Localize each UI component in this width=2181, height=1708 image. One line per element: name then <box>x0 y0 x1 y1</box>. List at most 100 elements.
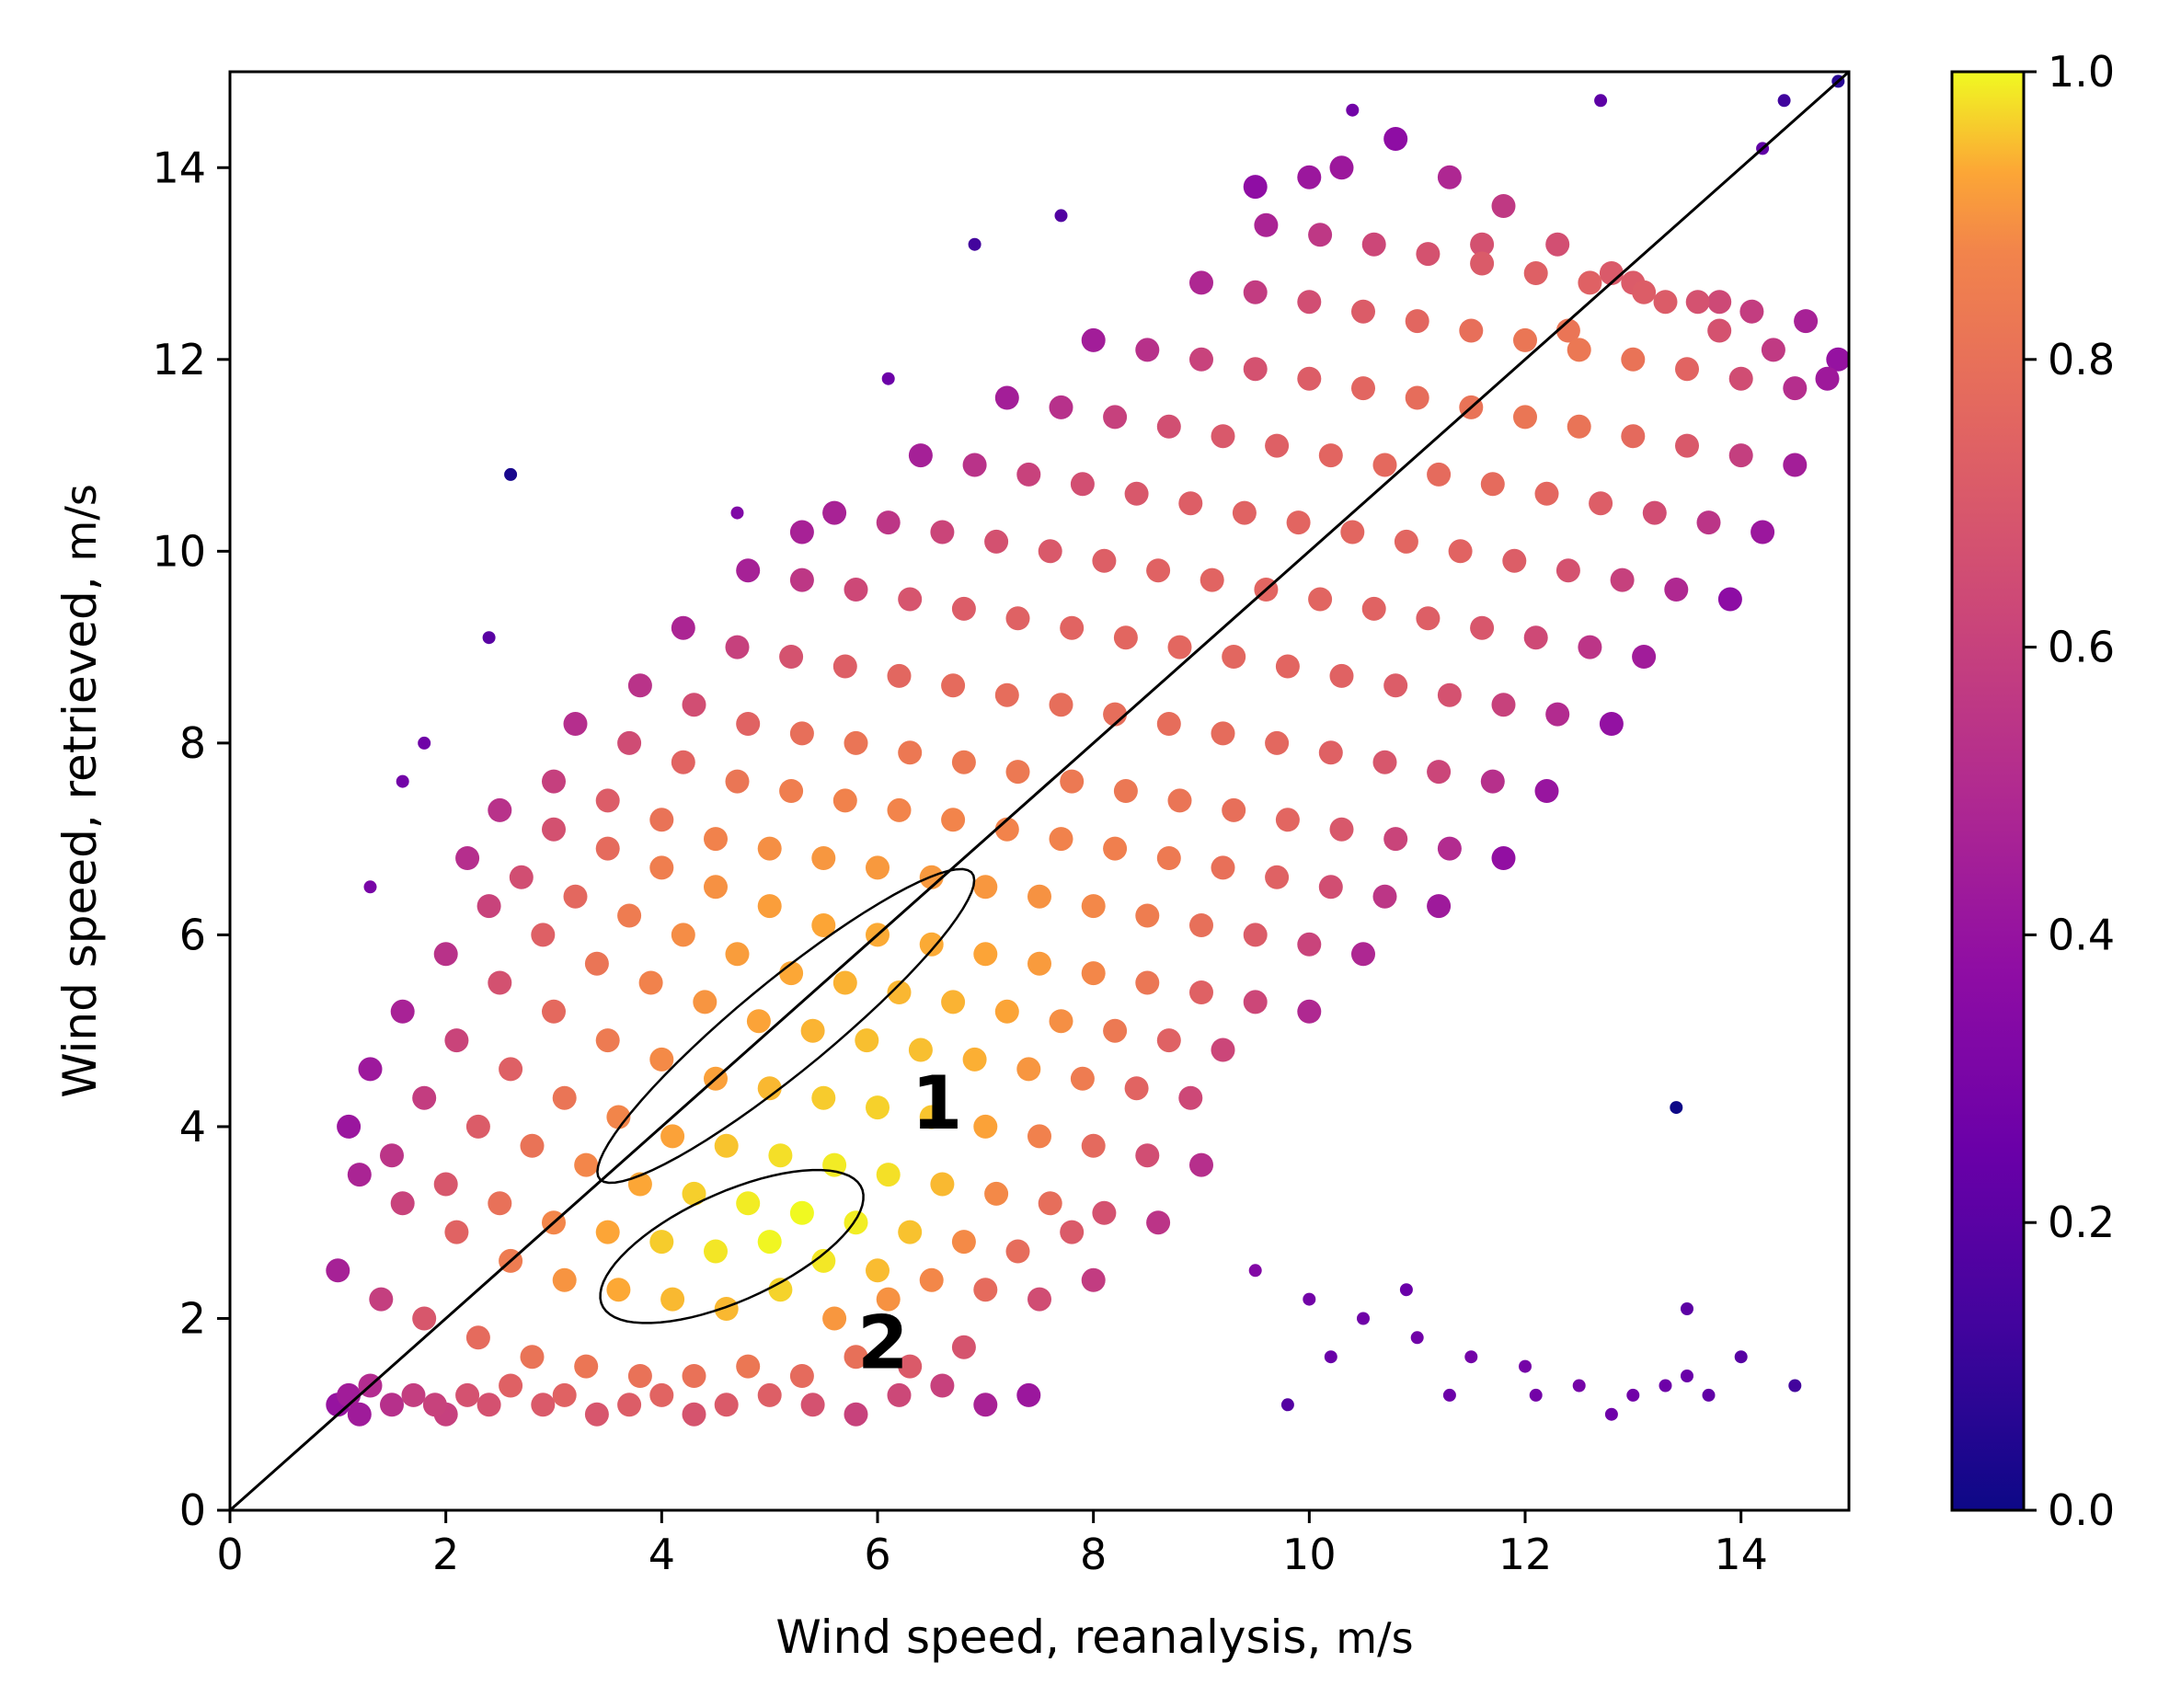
scatter-point <box>563 884 588 909</box>
scatter-point <box>1135 1143 1160 1168</box>
scatter-point <box>930 520 955 544</box>
scatter-point <box>1357 1312 1370 1325</box>
scatter-point <box>1416 606 1441 631</box>
scatter-point <box>660 1124 685 1149</box>
colorbar <box>1950 70 2026 1512</box>
scatter-point <box>606 1278 631 1302</box>
y-tick-label: 0 <box>179 1485 206 1535</box>
scatter-point <box>1351 376 1375 401</box>
scatter-point <box>1060 1220 1085 1244</box>
scatter-point <box>1610 567 1635 592</box>
scatter-point <box>682 1364 706 1388</box>
scatter-point <box>1178 1085 1203 1110</box>
scatter-point <box>1303 1292 1316 1306</box>
scatter-point <box>1383 673 1408 698</box>
scatter-point <box>757 1076 782 1101</box>
scatter-point <box>725 635 750 659</box>
scatter-point <box>1448 539 1473 564</box>
x-axis-label-text: Wind speed, reanalysis <box>775 1611 1306 1664</box>
scatter-point <box>973 1278 998 1302</box>
scatter-point <box>941 673 966 698</box>
scatter-point <box>1178 491 1203 516</box>
scatter-point <box>531 923 556 947</box>
scatter-point <box>574 1354 599 1379</box>
scatter-point <box>595 836 620 861</box>
scatter-point <box>1211 721 1235 746</box>
scatter-point <box>1621 424 1646 449</box>
scatter-point <box>552 1267 577 1292</box>
scatter-point <box>1739 299 1764 324</box>
scatter-point <box>584 1402 609 1427</box>
scatter-point <box>1297 290 1322 315</box>
scatter-point <box>671 923 695 947</box>
scatter-point <box>1394 529 1418 554</box>
scatter-point <box>1653 290 1678 315</box>
scatter-point <box>789 1364 814 1388</box>
y-tick-label: 2 <box>179 1293 206 1343</box>
scatter-point <box>1243 923 1268 947</box>
scatter-point <box>1777 94 1791 108</box>
scatter-point <box>811 913 836 937</box>
scatter-point <box>1275 808 1300 832</box>
scatter-point <box>552 1382 577 1407</box>
colorbar-tick-label: 0.8 <box>2048 335 2115 384</box>
scatter-point <box>789 520 814 544</box>
scatter-point <box>1297 932 1322 957</box>
scatter-point <box>1081 327 1106 352</box>
scatter-point <box>1519 1359 1532 1373</box>
scatter-point <box>433 942 458 967</box>
scatter-point <box>1594 94 1608 108</box>
scatter-point <box>1702 1388 1716 1402</box>
scatter-point <box>380 1393 404 1417</box>
scatter-point <box>832 788 857 813</box>
scatter-point <box>1243 357 1268 382</box>
scatter-point <box>811 846 836 870</box>
scatter-point <box>1222 797 1246 822</box>
scatter-point <box>584 951 609 976</box>
scatter-point <box>617 903 642 928</box>
scatter-point <box>1060 769 1085 794</box>
scatter-point <box>1167 788 1192 813</box>
scatter-point <box>1717 587 1742 612</box>
scatter-point <box>1751 520 1775 544</box>
scatter-point <box>482 631 496 645</box>
scatter-point <box>962 453 987 477</box>
scatter-point <box>1340 520 1365 544</box>
scatter-point <box>1351 299 1375 324</box>
scatter-point <box>418 736 431 750</box>
scatter-point <box>1297 366 1322 391</box>
scatter-point <box>1545 702 1570 727</box>
scatter-point <box>1156 846 1181 870</box>
scatter-point <box>1103 1018 1128 1043</box>
scatter-point <box>380 1143 404 1168</box>
scatter-point <box>811 1248 836 1273</box>
scatter-point <box>1529 1388 1543 1402</box>
scatter-point <box>1783 376 1808 401</box>
scatter-point <box>779 779 804 803</box>
scatter-point <box>1513 327 1537 352</box>
scatter-point <box>1189 980 1213 1004</box>
scatter-point <box>1329 817 1354 842</box>
scatter-point <box>358 1057 383 1082</box>
scatter-point <box>941 808 966 832</box>
scatter-point <box>811 1085 836 1110</box>
scatter-point <box>1265 433 1290 458</box>
y-axis-label: Wind speed, retrieved, m/s <box>53 484 107 1098</box>
scatter-point <box>844 730 868 755</box>
scatter-point <box>757 1382 782 1407</box>
scatter-point <box>606 1105 631 1129</box>
x-tick-label: 4 <box>649 1530 675 1579</box>
scatter-point <box>1027 884 1051 909</box>
scatter-point <box>736 1354 761 1379</box>
region-label: 2 <box>857 1301 909 1386</box>
scatter-point <box>962 1047 987 1072</box>
scatter-point <box>1372 884 1397 909</box>
scatter-point <box>898 1220 923 1244</box>
scatter-point <box>881 372 895 385</box>
scatter-point <box>542 999 566 1024</box>
y-axis-label-unit: m/s <box>56 484 106 561</box>
scatter-point <box>984 529 1009 554</box>
scatter-point <box>1081 894 1106 919</box>
scatter-point <box>1675 433 1699 458</box>
scatter-point <box>1405 309 1429 334</box>
